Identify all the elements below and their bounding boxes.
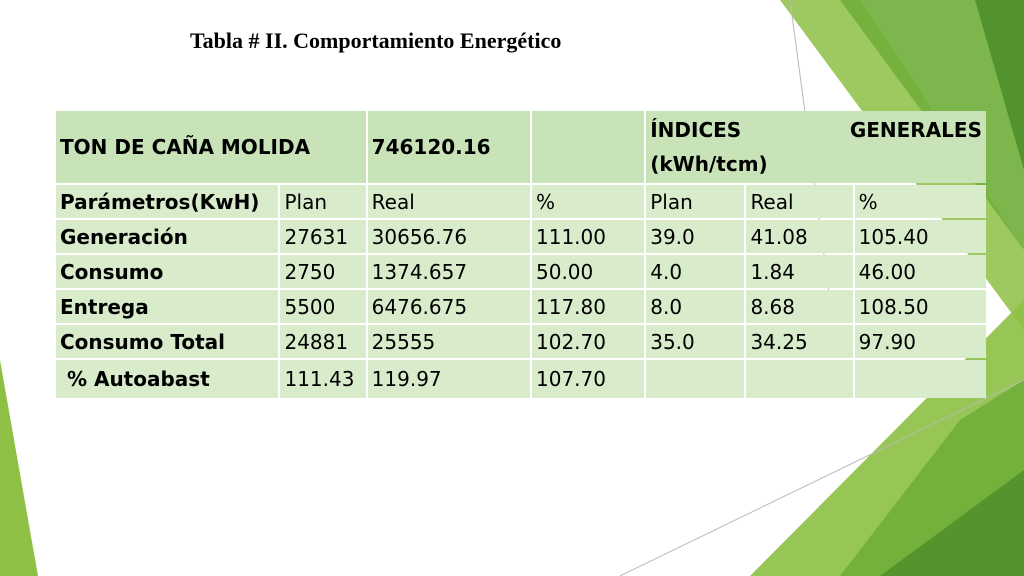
cell-index-plan: 39.0 (646, 220, 745, 253)
cell-index-plan: 4.0 (646, 255, 745, 288)
cell-index-plan: 8.0 (646, 290, 745, 323)
deco-shape-bottom-3 (880, 470, 1024, 576)
cell-percent: 50.00 (532, 255, 645, 288)
cell-percent: 107.70 (532, 360, 645, 398)
cell-percent: 117.80 (532, 290, 645, 323)
cell-percent: 102.70 (532, 325, 645, 358)
indices-unit: (kWh/tcm) (650, 152, 768, 176)
cell-index-real: 8.68 (746, 290, 853, 323)
table-row-autoabast: % Autoabast 111.43 119.97 107.70 (56, 360, 986, 398)
cell-real: 30656.76 (367, 220, 530, 253)
energy-table: TON DE CAÑA MOLIDA 746120.16 ÍNDICES GEN… (54, 109, 988, 400)
row-label: Generación (56, 220, 279, 253)
cell-real: 25555 (367, 325, 530, 358)
table-header-row: TON DE CAÑA MOLIDA 746120.16 ÍNDICES GEN… (56, 111, 986, 183)
cell-index-plan (646, 360, 745, 398)
cell-index-percent: 105.40 (854, 220, 986, 253)
indices-header-cell: ÍNDICES GENERALES (kWh/tcm) (646, 111, 986, 183)
table-row-consumo: Consumo 2750 1374.657 50.00 4.0 1.84 46.… (56, 255, 986, 288)
header-empty-cell (532, 111, 645, 183)
indices-word1: ÍNDICES (650, 118, 742, 142)
column-header-index-real: Real (746, 185, 853, 218)
cell-index-percent: 108.50 (854, 290, 986, 323)
row-label: Entrega (56, 290, 279, 323)
indices-word2: GENERALES (849, 118, 982, 142)
cell-real: 6476.675 (367, 290, 530, 323)
cell-index-real: 41.08 (746, 220, 853, 253)
table-row-entrega: Entrega 5500 6476.675 117.80 8.0 8.68 10… (56, 290, 986, 323)
cell-index-percent: 97.90 (854, 325, 986, 358)
row-label: Consumo Total (56, 325, 279, 358)
cell-index-real: 34.25 (746, 325, 853, 358)
ton-label-cell: TON DE CAÑA MOLIDA (56, 111, 366, 183)
table-row-consumo-total: Consumo Total 24881 25555 102.70 35.0 34… (56, 325, 986, 358)
row-label: Consumo (56, 255, 279, 288)
column-header-parametros: Parámetros(KwH) (56, 185, 279, 218)
ton-value-cell: 746120.16 (367, 111, 530, 183)
cell-index-percent (854, 360, 986, 398)
deco-line-bottom (619, 379, 1024, 576)
cell-index-real: 1.84 (746, 255, 853, 288)
cell-index-plan: 35.0 (646, 325, 745, 358)
cell-plan: 2750 (280, 255, 366, 288)
column-header-real: Real (367, 185, 530, 218)
row-label: % Autoabast (56, 360, 279, 398)
column-header-plan: Plan (280, 185, 366, 218)
slide-title: Tabla # II. Comportamiento Energético (190, 28, 562, 53)
cell-plan: 24881 (280, 325, 366, 358)
column-header-index-percent: % (854, 185, 986, 218)
deco-shape-top-3 (975, 0, 1024, 170)
deco-shape-left (0, 360, 38, 576)
cell-percent: 111.00 (532, 220, 645, 253)
column-header-percent: % (532, 185, 645, 218)
cell-plan: 5500 (280, 290, 366, 323)
column-header-row: Parámetros(KwH) Plan Real % Plan Real % (56, 185, 986, 218)
column-header-index-plan: Plan (646, 185, 745, 218)
cell-index-real (746, 360, 853, 398)
cell-real: 119.97 (367, 360, 530, 398)
cell-plan: 27631 (280, 220, 366, 253)
table-row-generacion: Generación 27631 30656.76 111.00 39.0 41… (56, 220, 986, 253)
cell-index-percent: 46.00 (854, 255, 986, 288)
cell-plan: 111.43 (280, 360, 366, 398)
cell-real: 1374.657 (367, 255, 530, 288)
